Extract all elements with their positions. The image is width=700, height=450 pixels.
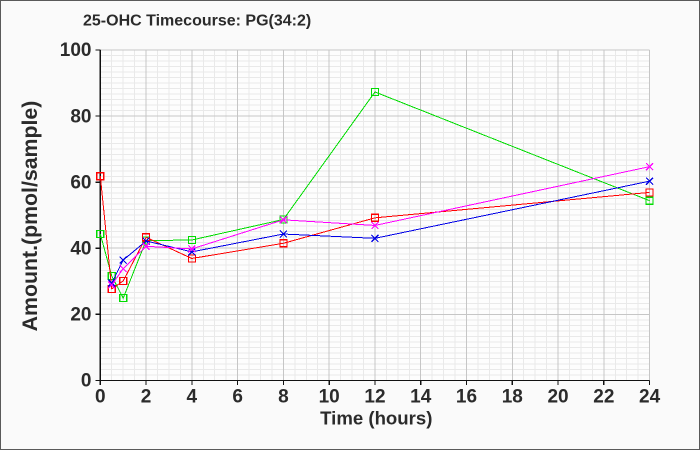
- svg-text:80: 80: [70, 106, 91, 127]
- svg-text:4: 4: [187, 386, 198, 407]
- svg-text:Time (hours): Time (hours): [320, 408, 432, 429]
- svg-text:12: 12: [364, 386, 385, 407]
- svg-text:60: 60: [70, 172, 91, 193]
- svg-text:20: 20: [70, 305, 91, 326]
- svg-text:24: 24: [639, 386, 661, 407]
- svg-text:2: 2: [141, 386, 152, 407]
- svg-text:40: 40: [70, 238, 91, 259]
- svg-text:20: 20: [547, 386, 568, 407]
- svg-text:6: 6: [232, 386, 243, 407]
- svg-text:16: 16: [456, 386, 477, 407]
- svg-text:25-OHC Timecourse: PG(34:2): 25-OHC Timecourse: PG(34:2): [83, 13, 311, 30]
- svg-text:22: 22: [593, 386, 614, 407]
- svg-text:100: 100: [60, 40, 92, 61]
- svg-text:0: 0: [95, 386, 106, 407]
- svg-text:Amount.(pmol/sample): Amount.(pmol/sample): [18, 101, 42, 332]
- svg-text:8: 8: [278, 386, 289, 407]
- svg-text:14: 14: [410, 386, 432, 407]
- svg-text:18: 18: [502, 386, 523, 407]
- svg-text:10: 10: [319, 386, 340, 407]
- svg-text:0: 0: [81, 371, 92, 392]
